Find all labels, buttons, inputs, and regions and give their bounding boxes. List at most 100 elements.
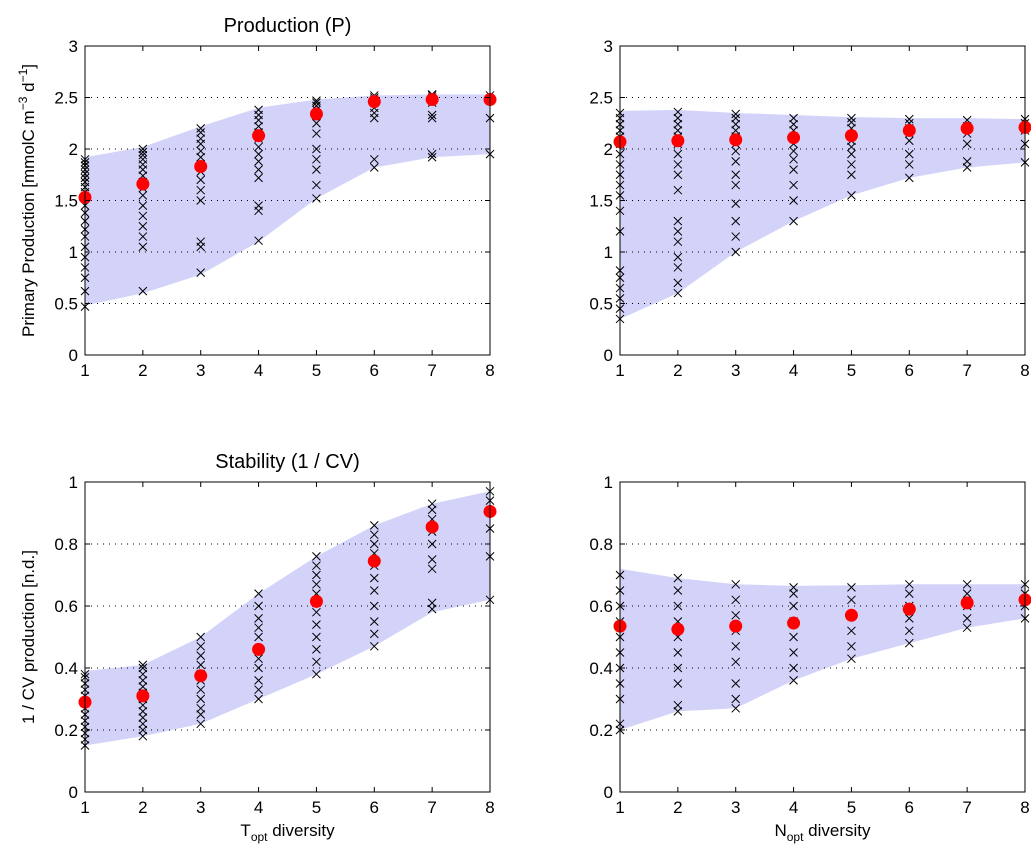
sample-marker: [731, 119, 741, 129]
sample-marker: [196, 237, 206, 247]
sample-marker: [196, 124, 206, 133]
x-tick-label: 5: [312, 798, 321, 817]
y-tick-label: 0.6: [589, 597, 613, 616]
y-tick-label: 2: [604, 140, 613, 159]
sample-marker: [312, 552, 321, 561]
sample-marker: [138, 201, 148, 211]
sample-marker: [847, 170, 856, 180]
sample-marker: [731, 679, 741, 688]
sample-marker: [196, 641, 206, 651]
sample-marker: [254, 654, 263, 664]
x-tick-label: 4: [789, 798, 798, 817]
y-tick-label: 3: [604, 37, 613, 56]
sample-marker: [196, 632, 206, 642]
sample-marker: [731, 113, 741, 123]
sample-marker: [312, 579, 321, 589]
y-tick-label: 1.5: [589, 192, 613, 211]
sample-marker: [789, 601, 798, 611]
range-band: [85, 94, 490, 306]
sample-marker: [254, 165, 263, 174]
x-tick-label: 7: [427, 798, 436, 817]
sample-marker: [254, 121, 263, 131]
sample-marker: [962, 163, 972, 172]
sample-marker: [138, 144, 148, 154]
sample-marker: [789, 583, 798, 592]
sample-marker: [369, 629, 379, 639]
sample-marker: [731, 232, 741, 241]
sample-marker: [312, 632, 321, 642]
sample-marker: [369, 586, 379, 595]
x-tick-label: 3: [731, 361, 740, 380]
sample-marker: [254, 663, 263, 673]
sample-marker: [254, 589, 263, 598]
sample-marker: [254, 623, 263, 633]
sample-marker: [673, 160, 683, 169]
sample-marker: [312, 98, 321, 108]
sample-marker: [254, 676, 263, 685]
mean-point: [194, 669, 208, 683]
sample-marker: [312, 620, 321, 629]
y-tick-label: 1: [69, 243, 78, 262]
x-tick-label: 3: [196, 361, 205, 380]
x-tick-label: 8: [1020, 798, 1029, 817]
y-tick-label: 0.4: [54, 659, 78, 678]
sample-marker: [312, 129, 321, 138]
x-tick-label: 5: [847, 798, 856, 817]
sample-marker: [196, 268, 206, 277]
sample-marker: [847, 117, 856, 127]
sample-marker: [138, 731, 148, 741]
sample-marker: [138, 676, 148, 685]
y-tick-label: 0.6: [54, 597, 78, 616]
sample-marker: [847, 626, 856, 636]
sample-marker: [673, 586, 683, 595]
sample-marker: [254, 614, 263, 623]
x-tick-label: 8: [485, 798, 494, 817]
sample-marker: [312, 669, 321, 679]
mean-point: [252, 129, 266, 143]
x-tick-label: 6: [905, 361, 914, 380]
sample-marker: [138, 725, 148, 735]
x-tick-label: 7: [962, 798, 971, 817]
sample-marker: [673, 700, 683, 710]
mean-point: [367, 554, 381, 568]
panel-1: 1 2 3 4 5 6 7 8 0 0.5 1 1.5 2 2.5 3 Production (P) Prima…: [16, 15, 497, 380]
sample-marker: [904, 626, 914, 636]
sample-marker: [369, 521, 379, 530]
sample-marker: [673, 679, 683, 688]
mean-point: [844, 608, 858, 622]
sample-marker: [196, 710, 206, 719]
x-tick-label: 2: [673, 361, 682, 380]
sample-marker: [138, 663, 148, 673]
sample-marker: [369, 163, 379, 172]
sample-marker: [789, 663, 798, 673]
sample-marker: [673, 707, 683, 716]
sample-marker: [196, 660, 206, 670]
sample-marker: [138, 190, 148, 200]
range-band: [620, 109, 1025, 319]
sample-marker: [731, 199, 741, 208]
sample-marker: [731, 146, 741, 156]
sample-marker: [673, 663, 683, 673]
sample-marker: [962, 589, 972, 598]
x-tick-label: 5: [847, 361, 856, 380]
x-tick-label: 8: [1020, 361, 1029, 380]
sample-marker: [196, 134, 206, 144]
mean-point: [960, 596, 974, 610]
sample-marker: [369, 154, 379, 164]
sample-marker: [962, 139, 972, 149]
y-tick-label: 1.5: [54, 192, 78, 211]
sample-marker: [427, 499, 437, 509]
sample-marker: [138, 660, 148, 670]
mean-point: [309, 594, 323, 608]
sample-marker: [312, 96, 321, 105]
x-tick-label: 4: [254, 798, 263, 817]
x-tick-label: 1: [80, 798, 89, 817]
sample-marker: [789, 216, 798, 226]
sample-marker: [254, 685, 263, 695]
mean-point: [425, 520, 439, 534]
y-tick-label: 1: [69, 473, 78, 492]
mean-point: [671, 134, 685, 148]
sample-marker: [789, 165, 798, 174]
axes-box: [84, 481, 491, 793]
sample-marker: [138, 682, 148, 691]
